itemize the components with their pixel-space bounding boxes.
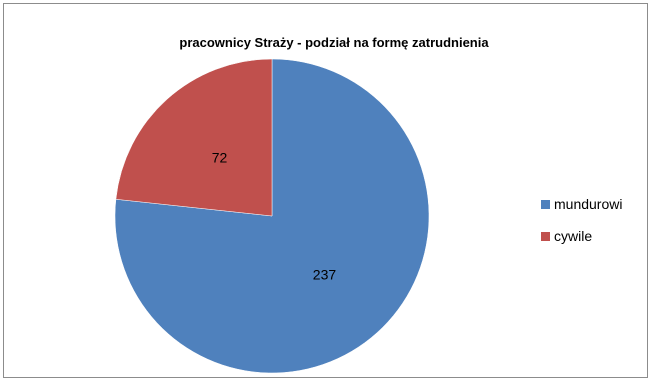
legend-label-mundurowi: mundurowi [554,196,622,212]
pie-data-labels: 237 72 [212,150,337,283]
legend-label-cywile: cywile [554,228,592,244]
pie-slices [114,58,430,374]
pie-slice-cywile [115,58,273,217]
chart-area: pracownicy Straży - podział na formę zat… [3,3,648,378]
data-label-mundurowi: 237 [313,266,337,282]
data-label-cywile: 72 [212,150,228,166]
legend-swatch-cywile [541,232,550,241]
legend: mundurowi cywile [541,196,622,244]
pie-chart: pracownicy Straży - podział na formę zat… [114,35,622,374]
legend-swatch-mundurowi [541,200,550,209]
chart-title: pracownicy Straży - podział na formę zat… [179,35,489,50]
